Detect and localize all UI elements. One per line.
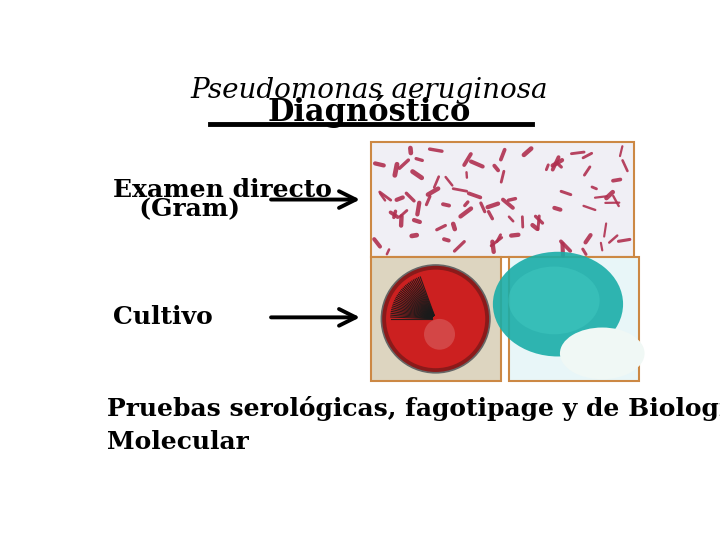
Text: Cultivo: Cultivo — [113, 305, 213, 329]
Text: Diagnóstico: Diagnóstico — [267, 94, 471, 127]
Text: Examen directo: Examen directo — [113, 178, 332, 201]
Circle shape — [382, 265, 490, 373]
Ellipse shape — [560, 328, 644, 379]
Bar — [371, 142, 634, 257]
Circle shape — [424, 319, 455, 350]
Circle shape — [386, 269, 485, 368]
Text: Pseudomonas aeruginosa: Pseudomonas aeruginosa — [190, 77, 548, 104]
Bar — [371, 257, 500, 381]
Text: (Gram): (Gram) — [113, 198, 240, 221]
Ellipse shape — [508, 267, 600, 334]
Ellipse shape — [493, 252, 623, 356]
Bar — [508, 257, 639, 381]
Text: Pruebas serológicas, fagotipage y de Biología
Molecular: Pruebas serológicas, fagotipage y de Bio… — [107, 396, 720, 455]
